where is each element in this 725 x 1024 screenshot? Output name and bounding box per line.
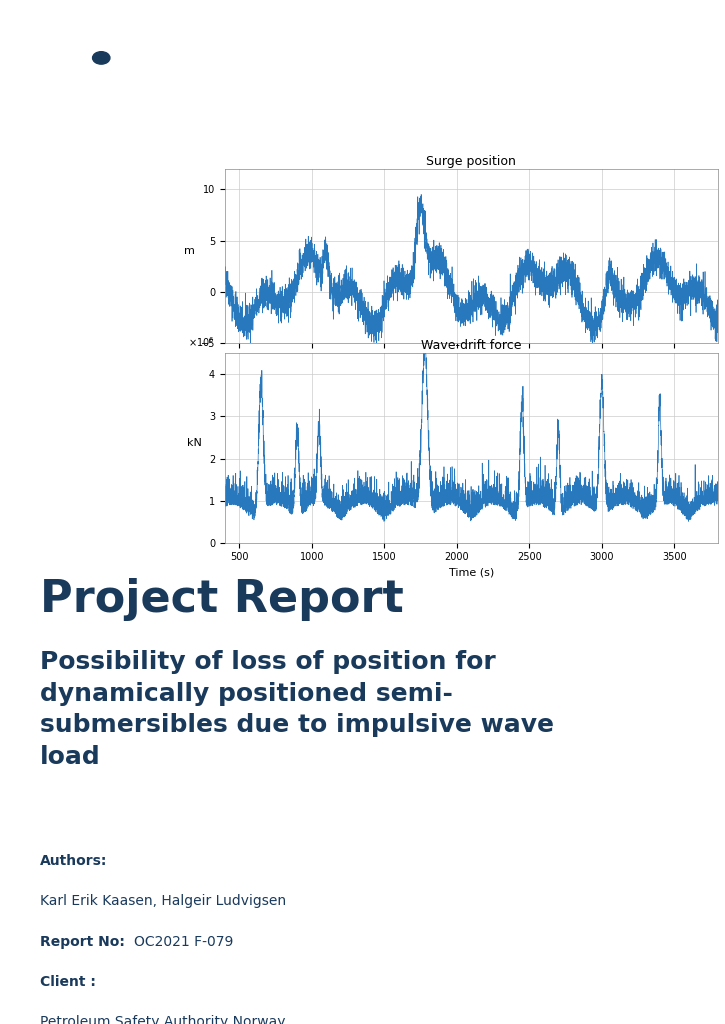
Title: Wave-drift force: Wave-drift force xyxy=(421,339,521,352)
Text: Project Report: Project Report xyxy=(40,578,404,621)
Text: Karl Erik Kaasen, Halgeir Ludvigsen: Karl Erik Kaasen, Halgeir Ludvigsen xyxy=(40,894,286,907)
Text: OC2021 F-079: OC2021 F-079 xyxy=(135,935,234,949)
Y-axis label: kN: kN xyxy=(188,438,202,449)
Text: $\times10^6$: $\times10^6$ xyxy=(188,336,215,349)
Text: Client :: Client : xyxy=(40,975,96,989)
Circle shape xyxy=(100,51,123,68)
Y-axis label: m: m xyxy=(184,246,195,256)
Text: SINTEF: SINTEF xyxy=(62,112,145,132)
Text: Authors:: Authors: xyxy=(40,854,107,867)
X-axis label: Time (s): Time (s) xyxy=(449,568,494,578)
Text: Report No:: Report No: xyxy=(40,935,125,949)
Text: Possibility of loss of position for
dynamically positioned semi-
submersibles du: Possibility of loss of position for dyna… xyxy=(40,650,554,769)
Title: Surge position: Surge position xyxy=(426,155,516,168)
Text: Technology for a better society: Technology for a better society xyxy=(388,980,703,998)
Text: Petroleum Safety Authority Norway: Petroleum Safety Authority Norway xyxy=(40,1016,286,1024)
Circle shape xyxy=(93,51,110,65)
